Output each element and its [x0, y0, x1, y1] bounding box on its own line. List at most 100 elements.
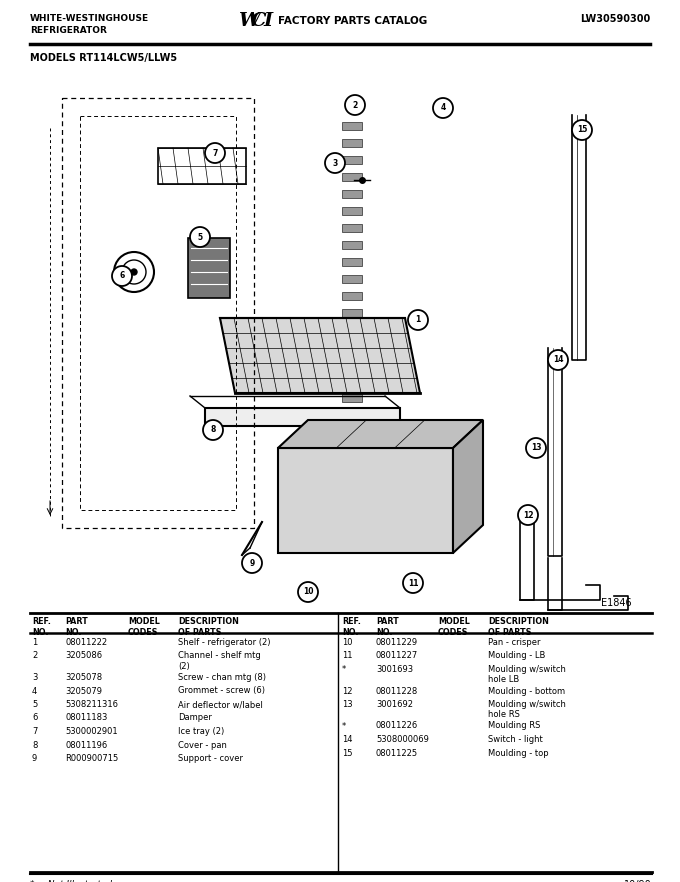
Bar: [342, 258, 362, 266]
Text: 3001693: 3001693: [376, 665, 413, 674]
Text: 8: 8: [32, 741, 37, 750]
Text: 3: 3: [32, 673, 37, 682]
Text: 1: 1: [32, 638, 37, 647]
Circle shape: [131, 269, 137, 275]
Circle shape: [433, 98, 453, 118]
Text: DESCRIPTION
OF PARTS: DESCRIPTION OF PARTS: [488, 617, 549, 637]
Text: 15: 15: [342, 749, 352, 758]
Bar: [158, 148, 246, 184]
Bar: [342, 394, 362, 402]
Circle shape: [548, 350, 568, 370]
Text: 9: 9: [32, 754, 37, 763]
Text: 8: 8: [210, 425, 216, 435]
Polygon shape: [220, 318, 420, 393]
Text: Moulding - bottom: Moulding - bottom: [488, 686, 565, 696]
Text: 3001692: 3001692: [376, 700, 413, 709]
Text: PART
NO.: PART NO.: [65, 617, 88, 637]
Text: 08011229: 08011229: [376, 638, 418, 647]
Text: 13: 13: [342, 700, 353, 709]
Circle shape: [242, 553, 262, 573]
Text: 08011228: 08011228: [376, 686, 418, 696]
Text: REFRIGERATOR: REFRIGERATOR: [30, 26, 107, 35]
Bar: [342, 173, 362, 181]
Text: 1: 1: [415, 316, 421, 325]
Text: 7: 7: [212, 148, 218, 158]
Text: 11: 11: [408, 579, 418, 587]
Text: 5308000069: 5308000069: [376, 735, 429, 744]
Text: Screw - chan mtg (8): Screw - chan mtg (8): [178, 673, 266, 682]
Bar: [342, 139, 362, 147]
Bar: [188, 238, 230, 298]
Bar: [342, 156, 362, 164]
Text: 08011227: 08011227: [376, 652, 418, 661]
Bar: [342, 190, 362, 198]
Text: W: W: [238, 12, 260, 30]
Bar: [342, 428, 362, 436]
Text: MODEL
CODES: MODEL CODES: [438, 617, 470, 637]
Circle shape: [345, 95, 365, 115]
Circle shape: [408, 310, 428, 330]
Circle shape: [298, 582, 318, 602]
Text: 4: 4: [32, 686, 37, 696]
Text: Switch - light: Switch - light: [488, 735, 543, 744]
Bar: [342, 224, 362, 232]
Text: *: *: [342, 665, 346, 674]
Bar: [342, 292, 362, 300]
Bar: [342, 122, 362, 130]
Text: 4: 4: [441, 103, 445, 113]
Circle shape: [403, 573, 423, 593]
Bar: [342, 445, 362, 453]
Bar: [342, 275, 362, 283]
Bar: [342, 207, 362, 215]
Text: Grommet - screw (6): Grommet - screw (6): [178, 686, 265, 696]
Text: Ice tray (2): Ice tray (2): [178, 727, 224, 736]
Polygon shape: [453, 420, 483, 553]
Polygon shape: [278, 420, 483, 448]
Bar: [342, 360, 362, 368]
Text: 5: 5: [32, 700, 37, 709]
Bar: [342, 309, 362, 317]
Text: C: C: [251, 12, 267, 30]
Text: 6: 6: [120, 272, 124, 280]
Text: 5: 5: [197, 233, 203, 242]
Text: PART
NO.: PART NO.: [376, 617, 398, 637]
Text: 11: 11: [342, 652, 352, 661]
Text: 08011225: 08011225: [376, 749, 418, 758]
Bar: [205, 408, 400, 426]
Text: LW30590300: LW30590300: [580, 14, 650, 24]
Text: 15: 15: [577, 125, 588, 134]
Text: Shelf - refrigerator (2): Shelf - refrigerator (2): [178, 638, 271, 647]
Text: 14: 14: [342, 735, 352, 744]
Text: Air deflector w/label: Air deflector w/label: [178, 700, 263, 709]
Circle shape: [526, 438, 546, 458]
Text: FACTORY PARTS CATALOG: FACTORY PARTS CATALOG: [278, 16, 427, 26]
Text: Channel - shelf mtg
(2): Channel - shelf mtg (2): [178, 652, 260, 671]
Text: Moulding w/switch
hole RS: Moulding w/switch hole RS: [488, 700, 566, 720]
Circle shape: [518, 505, 538, 525]
Text: 2: 2: [32, 652, 37, 661]
Circle shape: [325, 153, 345, 173]
Text: 08011183: 08011183: [65, 714, 107, 722]
Text: Support - cover: Support - cover: [178, 754, 243, 763]
Text: 12: 12: [523, 511, 533, 519]
Text: 08011222: 08011222: [65, 638, 107, 647]
Text: 3205078: 3205078: [65, 673, 102, 682]
Text: 3205079: 3205079: [65, 686, 102, 696]
Text: E1846: E1846: [601, 598, 632, 608]
Text: 08011196: 08011196: [65, 741, 107, 750]
Text: Damper: Damper: [178, 714, 212, 722]
Text: 2: 2: [352, 101, 358, 109]
Text: 6: 6: [32, 714, 37, 722]
Text: REF.
NO.: REF. NO.: [342, 617, 361, 637]
Bar: [342, 343, 362, 351]
Text: 14: 14: [553, 355, 563, 364]
Text: REF.
NO.: REF. NO.: [32, 617, 51, 637]
Text: I: I: [263, 12, 272, 30]
Text: R000900715: R000900715: [65, 754, 118, 763]
Circle shape: [112, 266, 132, 286]
Text: MODEL
CODES: MODEL CODES: [128, 617, 160, 637]
Bar: [342, 326, 362, 334]
Bar: [342, 241, 362, 249]
Text: 7: 7: [32, 727, 37, 736]
Text: 10/90: 10/90: [624, 880, 652, 882]
